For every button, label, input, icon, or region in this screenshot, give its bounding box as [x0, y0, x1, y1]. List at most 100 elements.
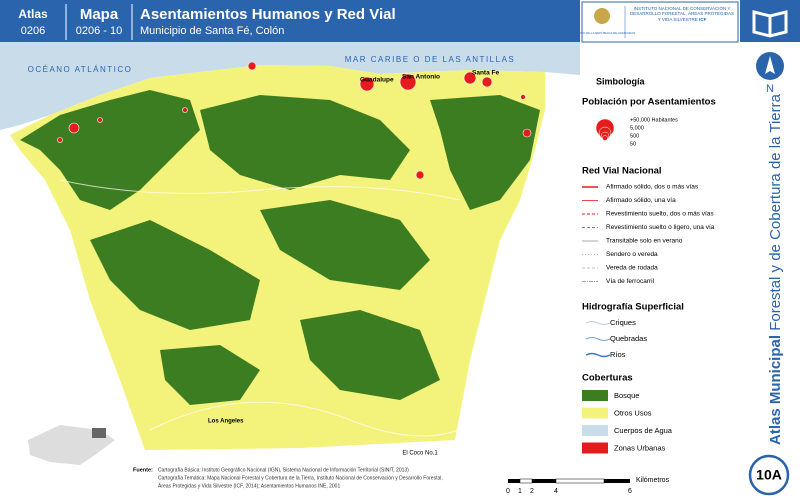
source-label: Fuente: [133, 467, 153, 473]
settlement [182, 107, 188, 113]
road-label: Revestimiento suelto, dos o más vías [606, 211, 714, 218]
side-title-bold: Atlas Municipal [767, 335, 784, 445]
legend-heading: Hidrografía Superficial [582, 302, 684, 313]
settlement [522, 128, 532, 138]
forest [20, 90, 540, 405]
hydro-symbol [585, 352, 611, 358]
hydro-label: Criques [610, 318, 636, 327]
road-label: Vía de ferrocarril [606, 278, 655, 285]
settlement [399, 73, 417, 91]
title: Asentamientos Humanos y Red Vial [140, 6, 396, 23]
cover-swatch [582, 425, 608, 436]
scale-label: 2 [530, 488, 534, 495]
road-label: Afirmado sólido, una vía [606, 197, 676, 204]
hydro-symbol [585, 337, 611, 341]
forest-patch [260, 200, 430, 290]
place-label: El Coco No.1 [402, 451, 438, 457]
sheet-number: 10A [756, 467, 782, 483]
road-label: Revestimiento suelto o ligero, una vía [606, 224, 715, 231]
institute: INSTITUTO NACIONAL DE CONSERVACIÓN Y DES… [630, 6, 734, 22]
cover-label: Zonas Urbanas [614, 443, 666, 452]
settlement [520, 94, 526, 100]
scale-label: 1 [518, 488, 522, 495]
settlement [463, 71, 477, 85]
north-arrow [765, 56, 775, 74]
settlement [247, 61, 257, 71]
hydro-symbol [585, 321, 611, 325]
pop-label: 500 [630, 133, 639, 139]
sea-label: MAR CARIBE O DE LAS ANTILLAS [345, 55, 515, 64]
side-title-rest: Forestal y de Cobertura de la Tierra [767, 93, 784, 335]
place-label: San Antonio [402, 74, 440, 81]
scale-seg [508, 479, 520, 483]
scale-seg [532, 479, 556, 483]
forest-patch [430, 95, 540, 210]
cover-label: Cuerpos de Agua [614, 426, 673, 435]
forest-patch [300, 310, 440, 400]
header-bar [0, 0, 580, 42]
settlement [57, 137, 63, 143]
road-label: Sendero o vereda [606, 251, 658, 258]
scale-seg [604, 479, 630, 483]
legend-heading: Población por Asentamientos [582, 97, 716, 108]
place-label: Guadalupe [360, 77, 394, 84]
source-line: Áreas Protegidas y Vida Silvestre (ICF, … [158, 482, 340, 489]
forest-patch [160, 345, 260, 405]
side-title: Atlas Municipal Forestal y de Cobertura … [767, 93, 784, 445]
gov-logo-text: GOBIERNO DE LA REPÚBLICA DE HONDURAS [569, 30, 635, 35]
cover-swatch [582, 407, 608, 419]
sheet-badge [748, 454, 790, 496]
institute-short: ICF [699, 16, 707, 22]
forest-patch [200, 95, 410, 190]
atlas-label: Atlas [18, 7, 48, 21]
pop-label: 50 [630, 141, 636, 147]
settlement [68, 122, 80, 134]
emblem [594, 8, 610, 24]
scale-label: 0 [506, 488, 510, 495]
settlement [415, 170, 425, 180]
place-label: Santa Fe [472, 70, 499, 77]
pop-label: +50,000 Habitantes [630, 117, 678, 123]
hydro-label: Ríos [610, 350, 626, 359]
legend: Simbología Población por Asentamientos +50… [582, 76, 716, 454]
map-label: Mapa [80, 6, 119, 23]
logo-box [581, 1, 739, 43]
scale-bar [508, 478, 630, 484]
cover-swatch [582, 390, 608, 401]
source-line: Cartografía Básica: Instituto Geográfico… [158, 467, 409, 473]
map-code: 0206 - 10 [76, 25, 122, 37]
forest-patch [90, 220, 260, 330]
road-label: Transitable solo en verano [606, 238, 683, 245]
road-label: Afirmado sólido, dos o más vías [606, 184, 699, 191]
forest-patch [20, 90, 200, 210]
place-label: Los Angeles [208, 419, 244, 425]
subtitle: Municipio de Santa Fé, Colón [140, 25, 284, 37]
ocean-label: OCÉANO ATLÁNTICO [28, 65, 133, 74]
institute-wrap: INSTITUTO NACIONAL DE CONSERVACIÓN Y DES… [628, 6, 736, 22]
cover-label: Otros Usos [614, 408, 652, 417]
settlement [481, 76, 493, 88]
scale-labels: 0 1 2 4 6 [506, 488, 632, 495]
road [149, 399, 501, 437]
legend-heading: Coberturas [582, 373, 633, 384]
atlas-code: 0206 [21, 25, 45, 37]
institute-text: INSTITUTO NACIONAL DE CONSERVACIÓN Y DES… [628, 6, 736, 22]
road-label: Vereda de rodada [606, 265, 658, 272]
settlement [359, 76, 375, 92]
scale-seg [519, 478, 533, 484]
pop-label: 5,000 [630, 125, 644, 131]
settlement [97, 117, 103, 123]
scale-unit: Kilómetros [636, 477, 670, 484]
pop-symbol [602, 135, 608, 141]
road [59, 179, 461, 201]
sea [0, 42, 580, 130]
scale-label: 6 [628, 488, 632, 495]
settlements [57, 61, 532, 180]
source-line: Cartografía Temática: Mapa Nacional Fore… [158, 475, 443, 481]
legend-title: Simbología [596, 76, 645, 86]
cover-label: Bosque [614, 391, 639, 400]
legend-heading: Red Vial Nacional [582, 166, 662, 177]
hydro-label: Quebradas [610, 334, 647, 343]
scale-seg [555, 478, 605, 484]
